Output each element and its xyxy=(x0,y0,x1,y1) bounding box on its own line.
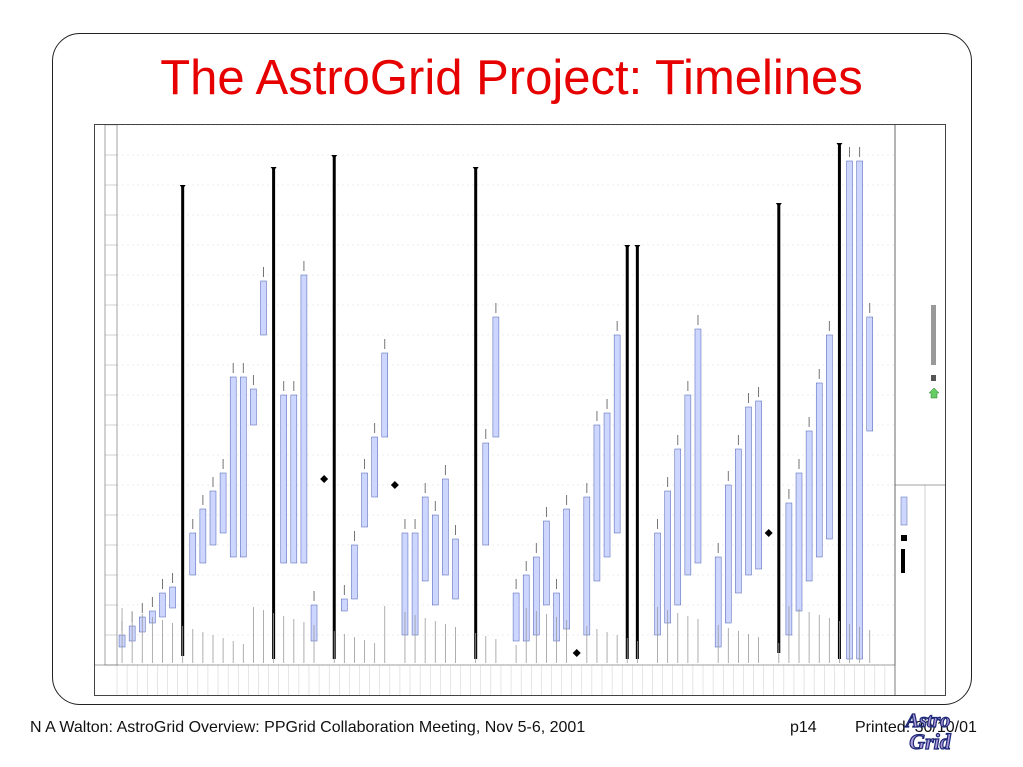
summary-bar-cap xyxy=(331,155,338,159)
summary-bar xyxy=(181,185,185,656)
task-bar xyxy=(745,406,752,576)
legend-deadline-arrow xyxy=(928,387,940,399)
task-bar xyxy=(219,472,227,534)
footer-caption: N A Walton: AstroGrid Overview: PPGrid C… xyxy=(30,719,586,736)
milestone-diamond xyxy=(764,529,773,537)
summary-bar xyxy=(837,143,841,659)
task-bar xyxy=(735,448,742,594)
task-bar xyxy=(361,472,368,528)
task-bar xyxy=(300,274,308,564)
milestone-diamond xyxy=(320,475,329,483)
summary-bar xyxy=(635,245,639,659)
slide-frame xyxy=(52,33,972,705)
task-bar xyxy=(826,334,833,540)
summary-bar-cap xyxy=(179,185,186,189)
task-bar xyxy=(169,586,176,609)
task-bar xyxy=(684,394,692,576)
task-bar xyxy=(229,376,237,558)
task-bar xyxy=(351,544,358,600)
summary-bar-cap xyxy=(836,143,843,147)
summary-bar-cap xyxy=(634,245,641,249)
summary-bar xyxy=(272,167,276,659)
legend-task-swatch xyxy=(900,496,908,526)
task-bar xyxy=(240,376,247,558)
summary-bar xyxy=(625,245,629,659)
task-bar xyxy=(492,316,500,438)
task-bar xyxy=(260,280,267,336)
summary-bar xyxy=(777,203,781,653)
task-bar xyxy=(856,160,863,660)
task-bar xyxy=(482,442,490,546)
svg-text:Grid: Grid xyxy=(909,729,952,754)
task-bar xyxy=(866,316,873,432)
legend-external-milestone-swatch xyxy=(931,375,936,381)
summary-bar-cap xyxy=(472,167,479,171)
task-bar xyxy=(755,400,762,570)
task-bar xyxy=(815,382,823,558)
task-bar xyxy=(674,448,682,606)
task-bar xyxy=(209,490,217,546)
task-bar xyxy=(199,508,207,564)
task-bar xyxy=(613,334,621,534)
milestone-diamond xyxy=(572,649,581,657)
milestone-diamond xyxy=(390,481,399,489)
task-bar xyxy=(290,394,298,564)
task-bar xyxy=(805,430,813,582)
task-bar xyxy=(563,508,570,630)
task-bar xyxy=(583,496,591,636)
task-bar xyxy=(432,514,439,606)
astrogrid-logo: Astro Grid xyxy=(903,709,952,754)
task-bar xyxy=(189,532,197,576)
task-bar xyxy=(421,496,429,582)
task-bar xyxy=(280,394,287,564)
task-bar xyxy=(603,412,611,558)
task-bar xyxy=(593,424,601,582)
summary-bar xyxy=(332,155,336,659)
summary-bar-cap xyxy=(270,167,277,171)
task-bar xyxy=(442,478,449,576)
task-bar xyxy=(795,472,803,612)
legend-external-task-swatch xyxy=(931,305,936,365)
svg-text:Astro: Astro xyxy=(904,710,950,732)
task-bar xyxy=(725,484,732,624)
footer-page-number: p14 xyxy=(790,719,817,736)
slide-title: The AstroGrid Project: Timelines xyxy=(160,51,863,105)
summary-bar-cap xyxy=(775,203,782,207)
task-bar xyxy=(452,538,459,600)
task-bar xyxy=(341,598,348,612)
task-bar xyxy=(371,436,378,498)
footer-printed-date: Printed: 30/10/01 xyxy=(855,719,977,736)
task-bar xyxy=(664,490,671,624)
gantt-chart xyxy=(94,124,946,696)
task-bar xyxy=(694,328,702,564)
legend-summary-swatch xyxy=(901,549,905,573)
legend-milestone-swatch xyxy=(901,535,907,541)
task-bar xyxy=(512,592,520,642)
task-bar xyxy=(381,352,389,438)
task-bar xyxy=(846,160,853,660)
summary-bar-cap xyxy=(624,245,631,249)
task-bar xyxy=(159,592,166,618)
task-bar xyxy=(250,388,257,426)
task-bar xyxy=(543,520,550,606)
summary-bar xyxy=(474,167,478,659)
